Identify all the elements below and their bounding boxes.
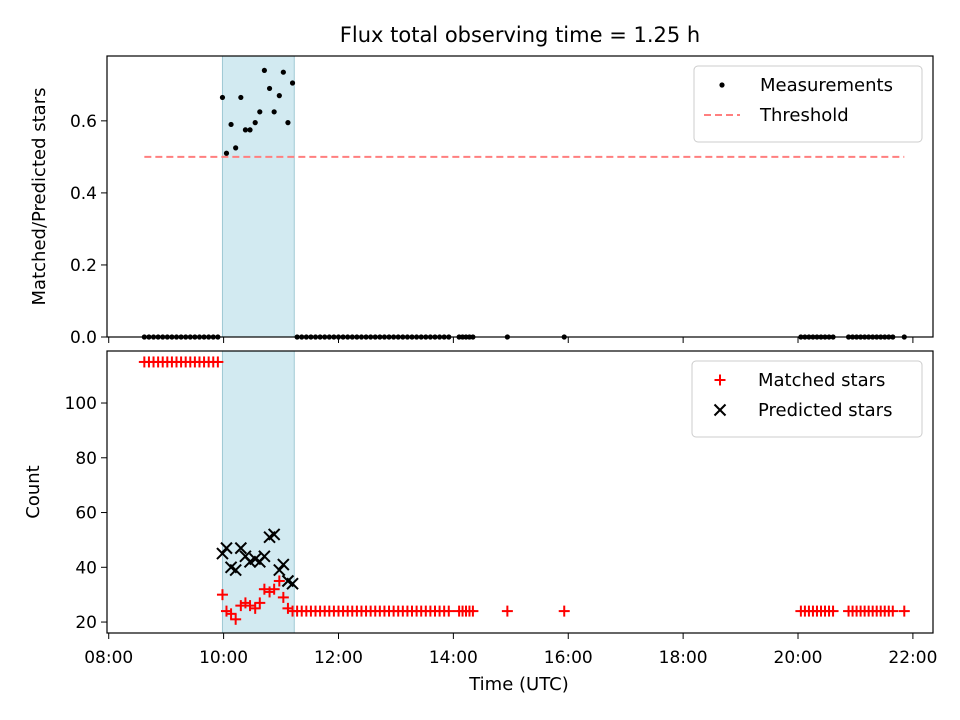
x-tick-label-0: 08:00 bbox=[84, 648, 133, 668]
legend-label-1: Predicted stars bbox=[758, 400, 892, 421]
x-point-2-b bbox=[224, 561, 238, 574]
x-point-9 bbox=[258, 550, 271, 563]
dot-point-23 bbox=[247, 127, 253, 133]
dot-point-22 bbox=[242, 127, 249, 133]
legend-label-1: Threshold bbox=[759, 105, 849, 126]
x-tick-label-4: 16:00 bbox=[544, 648, 593, 668]
bottom-legend: Matched stars Predicted stars bbox=[691, 360, 923, 438]
plus-point-17 bbox=[216, 589, 228, 601]
legend-label-0: Matched stars bbox=[758, 370, 885, 391]
dot-point-25 bbox=[257, 109, 263, 115]
chart-title: Flux total observing time = 1.25 h bbox=[340, 23, 700, 47]
x-point-4-b bbox=[234, 541, 248, 555]
x-point-12-b bbox=[273, 563, 286, 577]
dot-point-27 bbox=[266, 85, 273, 92]
x-point-13-b bbox=[277, 558, 290, 571]
plus-point-73 bbox=[558, 605, 570, 617]
x-point-0-b bbox=[216, 547, 229, 560]
plus-point-29 bbox=[273, 575, 285, 587]
dot-point-24 bbox=[252, 120, 258, 126]
top-y-axis-label: Matched/Predicted stars bbox=[29, 88, 50, 306]
bottom-y-tick-label-4: 100 bbox=[65, 394, 97, 414]
top-legend: Measurements Threshold bbox=[693, 65, 923, 143]
dot-point-30 bbox=[280, 69, 286, 75]
bottom-y-tick-label-3: 80 bbox=[75, 449, 97, 469]
x-point-3-b bbox=[229, 563, 242, 577]
top-y-tick-label-2: 0.4 bbox=[70, 184, 97, 204]
x-point-11-b bbox=[267, 528, 281, 541]
x-point-11 bbox=[267, 528, 281, 541]
x-tick-label-7: 22:00 bbox=[888, 648, 937, 668]
top-y-tick-label-0: 0.0 bbox=[70, 328, 97, 348]
legend-measurements-swatch bbox=[719, 82, 725, 88]
legend-label-0: Measurements bbox=[760, 75, 893, 96]
x-tick-label-6: 20:00 bbox=[774, 648, 823, 668]
x-point-7-b bbox=[248, 552, 262, 566]
plus-point-71 bbox=[467, 605, 479, 617]
bottom-y-tick-label-2: 60 bbox=[75, 504, 97, 524]
bottom-plot-frame bbox=[106, 350, 934, 634]
dot-point-26 bbox=[261, 67, 267, 74]
plus-point-72 bbox=[501, 605, 513, 617]
dot-point-29 bbox=[276, 93, 282, 99]
x-tick-label-5: 18:00 bbox=[659, 648, 708, 668]
x-point-13 bbox=[277, 558, 290, 571]
x-point-4 bbox=[234, 541, 248, 555]
plus-point-95 bbox=[898, 605, 910, 617]
legend-predicted-stars-swatch bbox=[713, 403, 727, 417]
dot-point-31 bbox=[285, 120, 291, 126]
x-point-12 bbox=[273, 563, 286, 577]
plus-point-20 bbox=[230, 613, 242, 625]
dot-point-28 bbox=[271, 109, 277, 115]
x-point-15-b bbox=[286, 577, 299, 590]
x-point-0 bbox=[216, 547, 229, 560]
bottom-legend-box bbox=[691, 360, 923, 438]
x-point-1 bbox=[220, 541, 233, 555]
dot-point-21 bbox=[238, 94, 244, 101]
x-point-14-b bbox=[281, 574, 295, 588]
bottom-panel: 20 40 60 80 100 08:00 10:00 12:00 14:00 16:00 18:0… bbox=[23, 350, 937, 668]
dot-point-20 bbox=[233, 145, 239, 151]
dot-point-32 bbox=[289, 80, 296, 86]
dot-point-19 bbox=[228, 121, 234, 128]
legend-predicted-stars-swatch-b bbox=[713, 403, 727, 417]
bottom-observing-window bbox=[221, 350, 295, 634]
x-tick-label-1: 10:00 bbox=[199, 648, 248, 668]
top-y-tick-label-1: 0.2 bbox=[70, 256, 97, 276]
bottom-y-axis-label: Count bbox=[23, 465, 44, 518]
plus-point-94 bbox=[887, 605, 899, 617]
x-point-3 bbox=[229, 563, 242, 577]
dot-point-18 bbox=[223, 150, 230, 156]
bottom-series-0 bbox=[138, 356, 910, 625]
top-observing-window bbox=[221, 55, 295, 338]
bottom-series-1 bbox=[216, 528, 299, 590]
x-point-15 bbox=[286, 577, 299, 590]
x-tick-label-2: 12:00 bbox=[314, 648, 363, 668]
top-panel: 0.0 0.2 0.4 0.6 Matched/Predicted stars Measu… bbox=[29, 55, 934, 348]
x-axis-label: Time (UTC) bbox=[468, 674, 569, 695]
top-plot-frame bbox=[106, 55, 934, 338]
plus-point-82 bbox=[827, 605, 839, 617]
x-point-1-b bbox=[220, 541, 233, 555]
bottom-y-tick-label-1: 40 bbox=[75, 558, 97, 578]
legend-matched-stars-swatch bbox=[714, 374, 726, 386]
plus-point-28 bbox=[268, 583, 280, 595]
top-legend-box bbox=[693, 65, 923, 143]
x-point-9-b bbox=[258, 550, 271, 563]
x-tick-label-3: 14:00 bbox=[429, 648, 478, 668]
plus-point-66 bbox=[443, 605, 455, 617]
top-y-tick-label-3: 0.6 bbox=[70, 112, 97, 132]
dot-point-17 bbox=[219, 94, 226, 101]
plus-point-25 bbox=[254, 597, 266, 609]
plus-point-16 bbox=[212, 356, 224, 368]
plus-point-30 bbox=[277, 591, 289, 603]
bottom-y-tick-label-0: 20 bbox=[75, 613, 97, 633]
